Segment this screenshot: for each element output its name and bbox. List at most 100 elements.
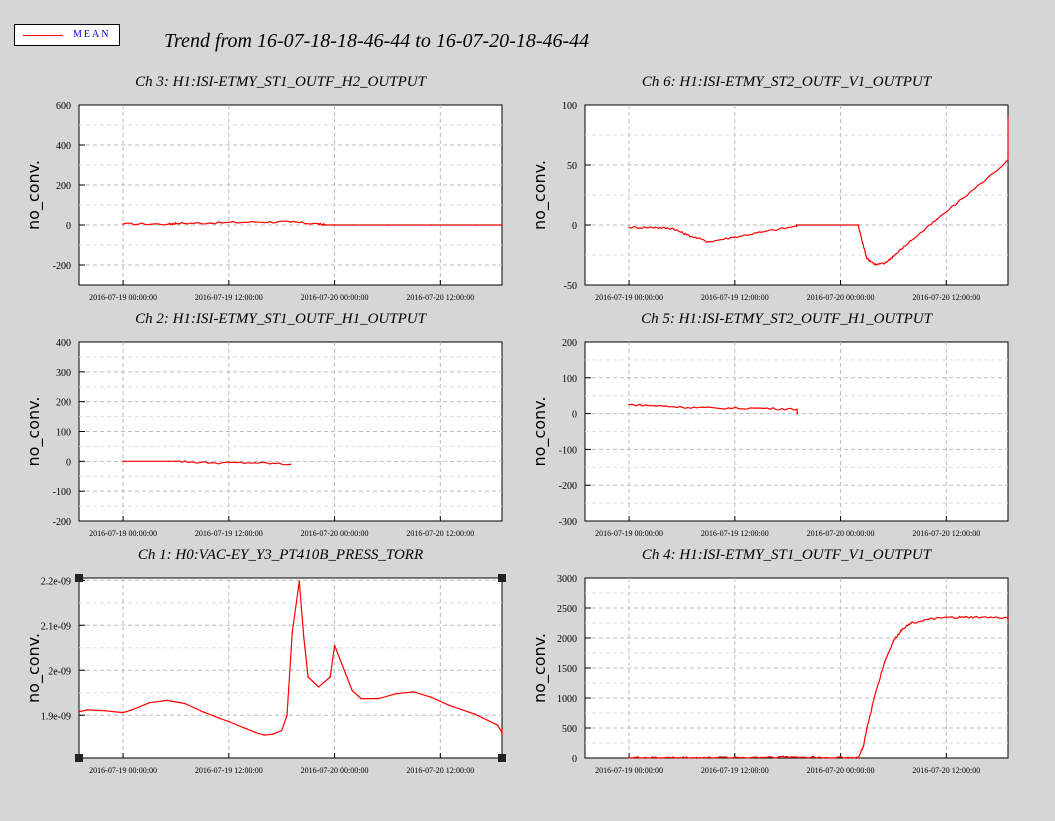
data-point [210, 462, 212, 464]
x-tick-label: 2016-07-19 00:00:00 [595, 766, 663, 775]
y-tick-label: -100 [53, 487, 71, 498]
data-point [628, 403, 630, 406]
data-point [324, 224, 327, 226]
data-point [175, 460, 177, 463]
data-point [796, 408, 798, 411]
data-point [892, 255, 895, 257]
y-tick-label: 1500 [557, 664, 577, 675]
data-point [980, 616, 983, 619]
data-point [861, 242, 864, 244]
data-point [862, 745, 865, 747]
data-point [866, 727, 868, 729]
x-tick-label: 2016-07-20 00:00:00 [301, 766, 369, 775]
data-point [333, 644, 336, 647]
resize-handle[interactable] [75, 574, 83, 582]
data-point [963, 616, 965, 619]
data-point [698, 756, 701, 759]
data-point [681, 756, 683, 759]
x-tick-label: 2016-07-19 00:00:00 [89, 529, 157, 538]
x-tick-label: 2016-07-20 12:00:00 [912, 529, 980, 538]
data-point [654, 404, 657, 407]
chart-title: Ch 4: H1:ISI-ETMY_ST1_OUTF_V1_OUTPUT [642, 547, 933, 563]
data-point [474, 224, 477, 226]
y-tick-label: 0 [572, 410, 577, 421]
data-point [131, 709, 133, 711]
data-point [716, 407, 718, 410]
data-point [168, 223, 170, 225]
series-line [78, 580, 503, 736]
y-tick-label: 200 [56, 398, 71, 409]
x-tick-label: 2016-07-20 00:00:00 [807, 766, 875, 775]
y-tick-label: 400 [56, 141, 71, 152]
legend-label: MEAN [73, 29, 111, 40]
y-axis-label: no_conv. [530, 397, 550, 467]
series-line [628, 117, 1009, 266]
y-tick-label: 50 [567, 161, 577, 172]
data-point [760, 407, 763, 410]
x-tick-label: 2016-07-20 00:00:00 [301, 529, 369, 538]
data-point [201, 710, 204, 713]
data-point [474, 713, 477, 716]
y-tick-label: 300 [56, 368, 71, 379]
resize-handle[interactable] [498, 574, 506, 582]
data-point [835, 756, 837, 759]
y-tick-label: 100 [562, 374, 577, 385]
y-tick-label: 2.2e-09 [41, 576, 71, 587]
data-point [707, 241, 710, 243]
series-line [122, 220, 502, 227]
x-tick-label: 2016-07-19 12:00:00 [701, 766, 769, 775]
data-point [796, 412, 799, 415]
data-point [228, 720, 230, 723]
y-tick-label: 400 [56, 338, 71, 349]
x-tick-label: 2016-07-20 00:00:00 [807, 529, 875, 538]
data-point [883, 262, 886, 265]
page-title: Trend from 16-07-18-18-46-44 to 16-07-20… [164, 30, 590, 52]
data-point [796, 224, 798, 226]
resize-handle[interactable] [75, 754, 83, 762]
x-tick-label: 2016-07-19 12:00:00 [195, 293, 263, 302]
y-tick-label: -200 [53, 517, 71, 528]
data-point [289, 463, 292, 466]
x-tick-label: 2016-07-19 12:00:00 [701, 529, 769, 538]
data-point [857, 756, 859, 759]
data-point [1007, 618, 1009, 620]
data-point [751, 756, 754, 759]
chart-panel-6: Ch 4: H1:ISI-ETMY_ST1_OUTF_V1_OUTPUT 3000… [530, 547, 1009, 775]
y-tick-label: 1.9e-09 [41, 711, 71, 722]
data-point [210, 222, 212, 224]
data-point [892, 640, 895, 642]
data-point [272, 733, 274, 735]
y-tick-label: -50 [564, 281, 577, 292]
x-tick-label: 2016-07-19 00:00:00 [89, 293, 157, 302]
data-point [734, 236, 736, 238]
data-point [654, 226, 657, 229]
data-point [795, 225, 798, 227]
data-point [795, 756, 798, 758]
legend-line-swatch [23, 35, 63, 36]
data-point [496, 724, 499, 726]
data-point [175, 222, 177, 225]
data-point [386, 224, 389, 226]
y-tick-label: 2500 [557, 604, 577, 615]
x-tick-label: 2016-07-20 12:00:00 [406, 293, 474, 302]
data-point [448, 704, 450, 707]
data-point [317, 223, 320, 225]
y-axis-label: no_conv. [530, 160, 550, 230]
resize-handle[interactable] [498, 754, 506, 762]
data-point [413, 691, 415, 693]
data-point [104, 709, 107, 712]
chart-panel-5: Ch 1: H0:VAC-EY_Y3_PT410B_PRESS_TORR 2.2e… [24, 547, 503, 775]
data-point [866, 257, 868, 260]
data-point [351, 224, 353, 226]
data-point [857, 224, 859, 226]
plot-area [78, 104, 503, 286]
data-point [183, 702, 186, 705]
data-point [980, 182, 983, 184]
y-tick-label: -200 [53, 261, 71, 272]
y-axis-label: no_conv. [24, 160, 44, 230]
data-point [254, 462, 257, 464]
data-point [501, 727, 503, 730]
y-tick-label: 500 [562, 724, 577, 735]
y-tick-label: 100 [562, 101, 577, 112]
data-point [333, 224, 336, 226]
